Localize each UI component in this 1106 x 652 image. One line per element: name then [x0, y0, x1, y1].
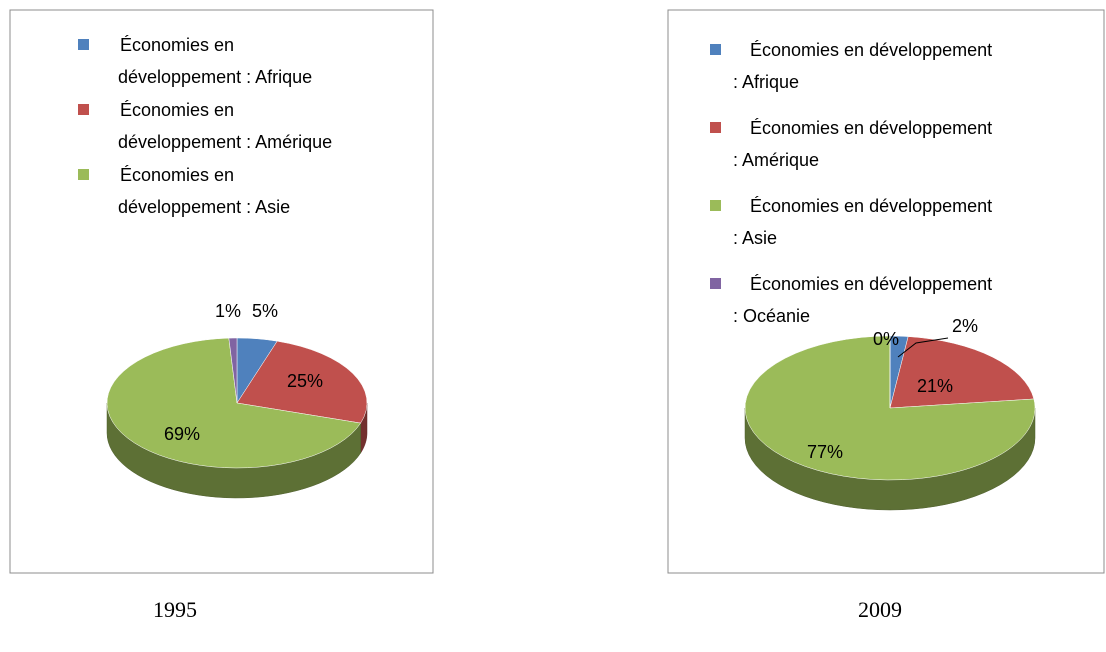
caption: 1995 — [153, 597, 197, 622]
data-label: 69% — [164, 424, 200, 444]
data-label: 77% — [807, 442, 843, 462]
legend-label: Économies en développement : Amérique — [118, 100, 333, 152]
legend-marker — [78, 104, 89, 115]
legend-label: Économies en développement : Amérique — [733, 118, 993, 170]
slice — [106, 337, 362, 469]
data-label: 5% — [252, 301, 278, 321]
slice — [228, 337, 238, 404]
leader-line — [897, 337, 949, 358]
legend-label: Économies en développement : Asie — [733, 196, 993, 248]
legend-marker — [710, 44, 721, 55]
slice — [889, 336, 1035, 409]
legend-label: Économies en développement : Afrique — [733, 40, 993, 92]
legend-label: Économies en développement : Afrique — [118, 35, 313, 87]
data-label: 2% — [952, 316, 978, 336]
legend-marker — [710, 122, 721, 133]
data-label: 25% — [287, 371, 323, 391]
slice — [744, 335, 1036, 481]
slice — [236, 340, 368, 424]
legend-marker — [78, 169, 89, 180]
data-label: 0% — [873, 329, 899, 349]
caption: 2009 — [858, 597, 902, 622]
data-label: 21% — [917, 376, 953, 396]
data-label: 1% — [215, 301, 241, 321]
legend-marker — [710, 278, 721, 289]
legend-label: Économies en développement : Asie — [118, 165, 291, 217]
legend-marker — [710, 200, 721, 211]
legend-marker — [78, 39, 89, 50]
legend-label: Économies en développement : Océanie — [733, 274, 993, 326]
